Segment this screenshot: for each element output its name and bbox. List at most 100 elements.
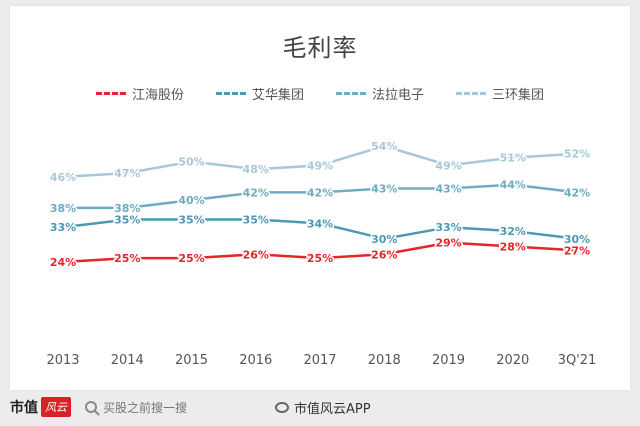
data-point bbox=[446, 163, 451, 168]
data-label: 26% bbox=[371, 248, 397, 261]
data-label: 43% bbox=[371, 183, 397, 196]
data-point bbox=[575, 190, 579, 195]
data-point bbox=[575, 237, 579, 241]
weibo-handle: 市值风云APP bbox=[275, 398, 371, 417]
search-hint[interactable]: 买股之前搜一搜 bbox=[85, 399, 187, 416]
legend-item: 江海股份 bbox=[95, 84, 184, 103]
data-label: 25% bbox=[178, 252, 204, 265]
legend-item: 三环集团 bbox=[456, 84, 544, 103]
x-tick-label: 2018 bbox=[368, 353, 401, 368]
data-label: 27% bbox=[564, 244, 590, 257]
legend-item: 法拉电子 bbox=[336, 84, 424, 103]
data-label: 40% bbox=[178, 194, 204, 207]
legend-swatch bbox=[456, 92, 487, 95]
data-point bbox=[446, 225, 451, 229]
data-point bbox=[61, 175, 65, 179]
x-tick-label: 3Q'21 bbox=[558, 353, 597, 368]
legend-label: 艾华集团 bbox=[251, 88, 304, 103]
chart-card: 毛利率 江海股份 艾华集团 法拉电子 三环集团 2013 2014 2015 2016… bbox=[10, 6, 630, 390]
data-point bbox=[575, 151, 579, 156]
data-point bbox=[318, 221, 322, 226]
footer-bar: 市值 风云 买股之前搜一搜 市值风云APP bbox=[10, 392, 630, 422]
data-label: 30% bbox=[564, 233, 590, 246]
data-point bbox=[253, 252, 258, 257]
data-point bbox=[189, 217, 194, 222]
data-point bbox=[446, 186, 451, 191]
data-label: 44% bbox=[500, 179, 526, 192]
data-point bbox=[382, 237, 387, 241]
data-point bbox=[61, 225, 65, 229]
x-tick-label: 2013 bbox=[46, 353, 79, 368]
data-point bbox=[253, 167, 258, 171]
weibo-icon bbox=[275, 401, 289, 413]
data-point bbox=[382, 144, 387, 148]
data-point bbox=[189, 159, 194, 164]
x-tick-label: 2019 bbox=[432, 353, 465, 368]
legend-label: 法拉电子 bbox=[372, 88, 425, 103]
legend-swatch bbox=[215, 92, 246, 95]
data-label: 30% bbox=[371, 233, 397, 246]
data-point bbox=[125, 217, 130, 222]
data-point bbox=[510, 244, 515, 249]
line-chart-plot: 2013 2014 2015 2016 2017 2018 2019 2020 3Q'21 24%… bbox=[46, 139, 597, 369]
data-point bbox=[125, 171, 130, 175]
legend-swatch bbox=[336, 92, 366, 95]
data-point bbox=[253, 190, 258, 195]
x-tick-label: 2015 bbox=[175, 353, 208, 368]
legend-item: 艾华集团 bbox=[215, 84, 304, 103]
data-label: 47% bbox=[114, 167, 140, 180]
data-label: 43% bbox=[435, 183, 461, 196]
data-label: 49% bbox=[307, 159, 333, 172]
legend-label: 江海股份 bbox=[131, 88, 184, 103]
data-label: 42% bbox=[243, 186, 269, 199]
data-point bbox=[510, 229, 515, 233]
data-label: 33% bbox=[50, 221, 76, 234]
data-label: 33% bbox=[435, 221, 461, 234]
data-point bbox=[510, 182, 515, 187]
data-point bbox=[253, 217, 258, 222]
x-tick-label: 2020 bbox=[496, 353, 529, 368]
data-point bbox=[446, 240, 451, 245]
data-label: 25% bbox=[114, 252, 140, 265]
x-tick-label: 2017 bbox=[303, 353, 336, 368]
data-label: 48% bbox=[243, 163, 269, 176]
x-tick-label: 2014 bbox=[111, 353, 144, 368]
data-point bbox=[382, 186, 387, 191]
data-label: 49% bbox=[435, 159, 461, 172]
data-label: 38% bbox=[114, 202, 140, 215]
chart-title: 毛利率 bbox=[282, 34, 358, 62]
data-label: 52% bbox=[564, 148, 590, 161]
data-label: 50% bbox=[178, 155, 204, 168]
data-point bbox=[318, 256, 322, 260]
data-label: 35% bbox=[178, 213, 204, 226]
data-label: 35% bbox=[243, 213, 269, 226]
brand-logo: 风云 bbox=[41, 397, 71, 417]
data-label: 42% bbox=[564, 186, 590, 199]
data-label: 32% bbox=[500, 225, 526, 238]
x-tick-label: 2016 bbox=[239, 353, 272, 368]
data-point bbox=[125, 206, 130, 210]
data-label: 26% bbox=[243, 248, 269, 261]
data-label: 42% bbox=[307, 186, 333, 199]
data-label: 51% bbox=[500, 152, 526, 165]
chart-legend: 江海股份 艾华集团 法拉电子 三环集团 bbox=[10, 84, 630, 103]
data-point bbox=[125, 256, 130, 260]
data-label: 24% bbox=[50, 256, 76, 269]
legend-swatch bbox=[95, 92, 126, 95]
data-point bbox=[575, 248, 579, 253]
search-text: 买股之前搜一搜 bbox=[103, 400, 188, 415]
data-point bbox=[189, 256, 194, 260]
data-point bbox=[61, 260, 65, 264]
weibo-text: 市值风云APP bbox=[294, 401, 371, 417]
data-label: 28% bbox=[500, 241, 526, 254]
data-label: 25% bbox=[307, 252, 333, 265]
data-label: 35% bbox=[114, 213, 140, 226]
data-label: 34% bbox=[307, 217, 333, 230]
data-point bbox=[318, 163, 322, 168]
data-point bbox=[510, 155, 515, 160]
data-point bbox=[318, 190, 322, 195]
data-point bbox=[189, 198, 194, 202]
search-icon bbox=[85, 401, 97, 413]
data-label: 29% bbox=[435, 237, 461, 250]
data-label: 46% bbox=[50, 171, 76, 184]
